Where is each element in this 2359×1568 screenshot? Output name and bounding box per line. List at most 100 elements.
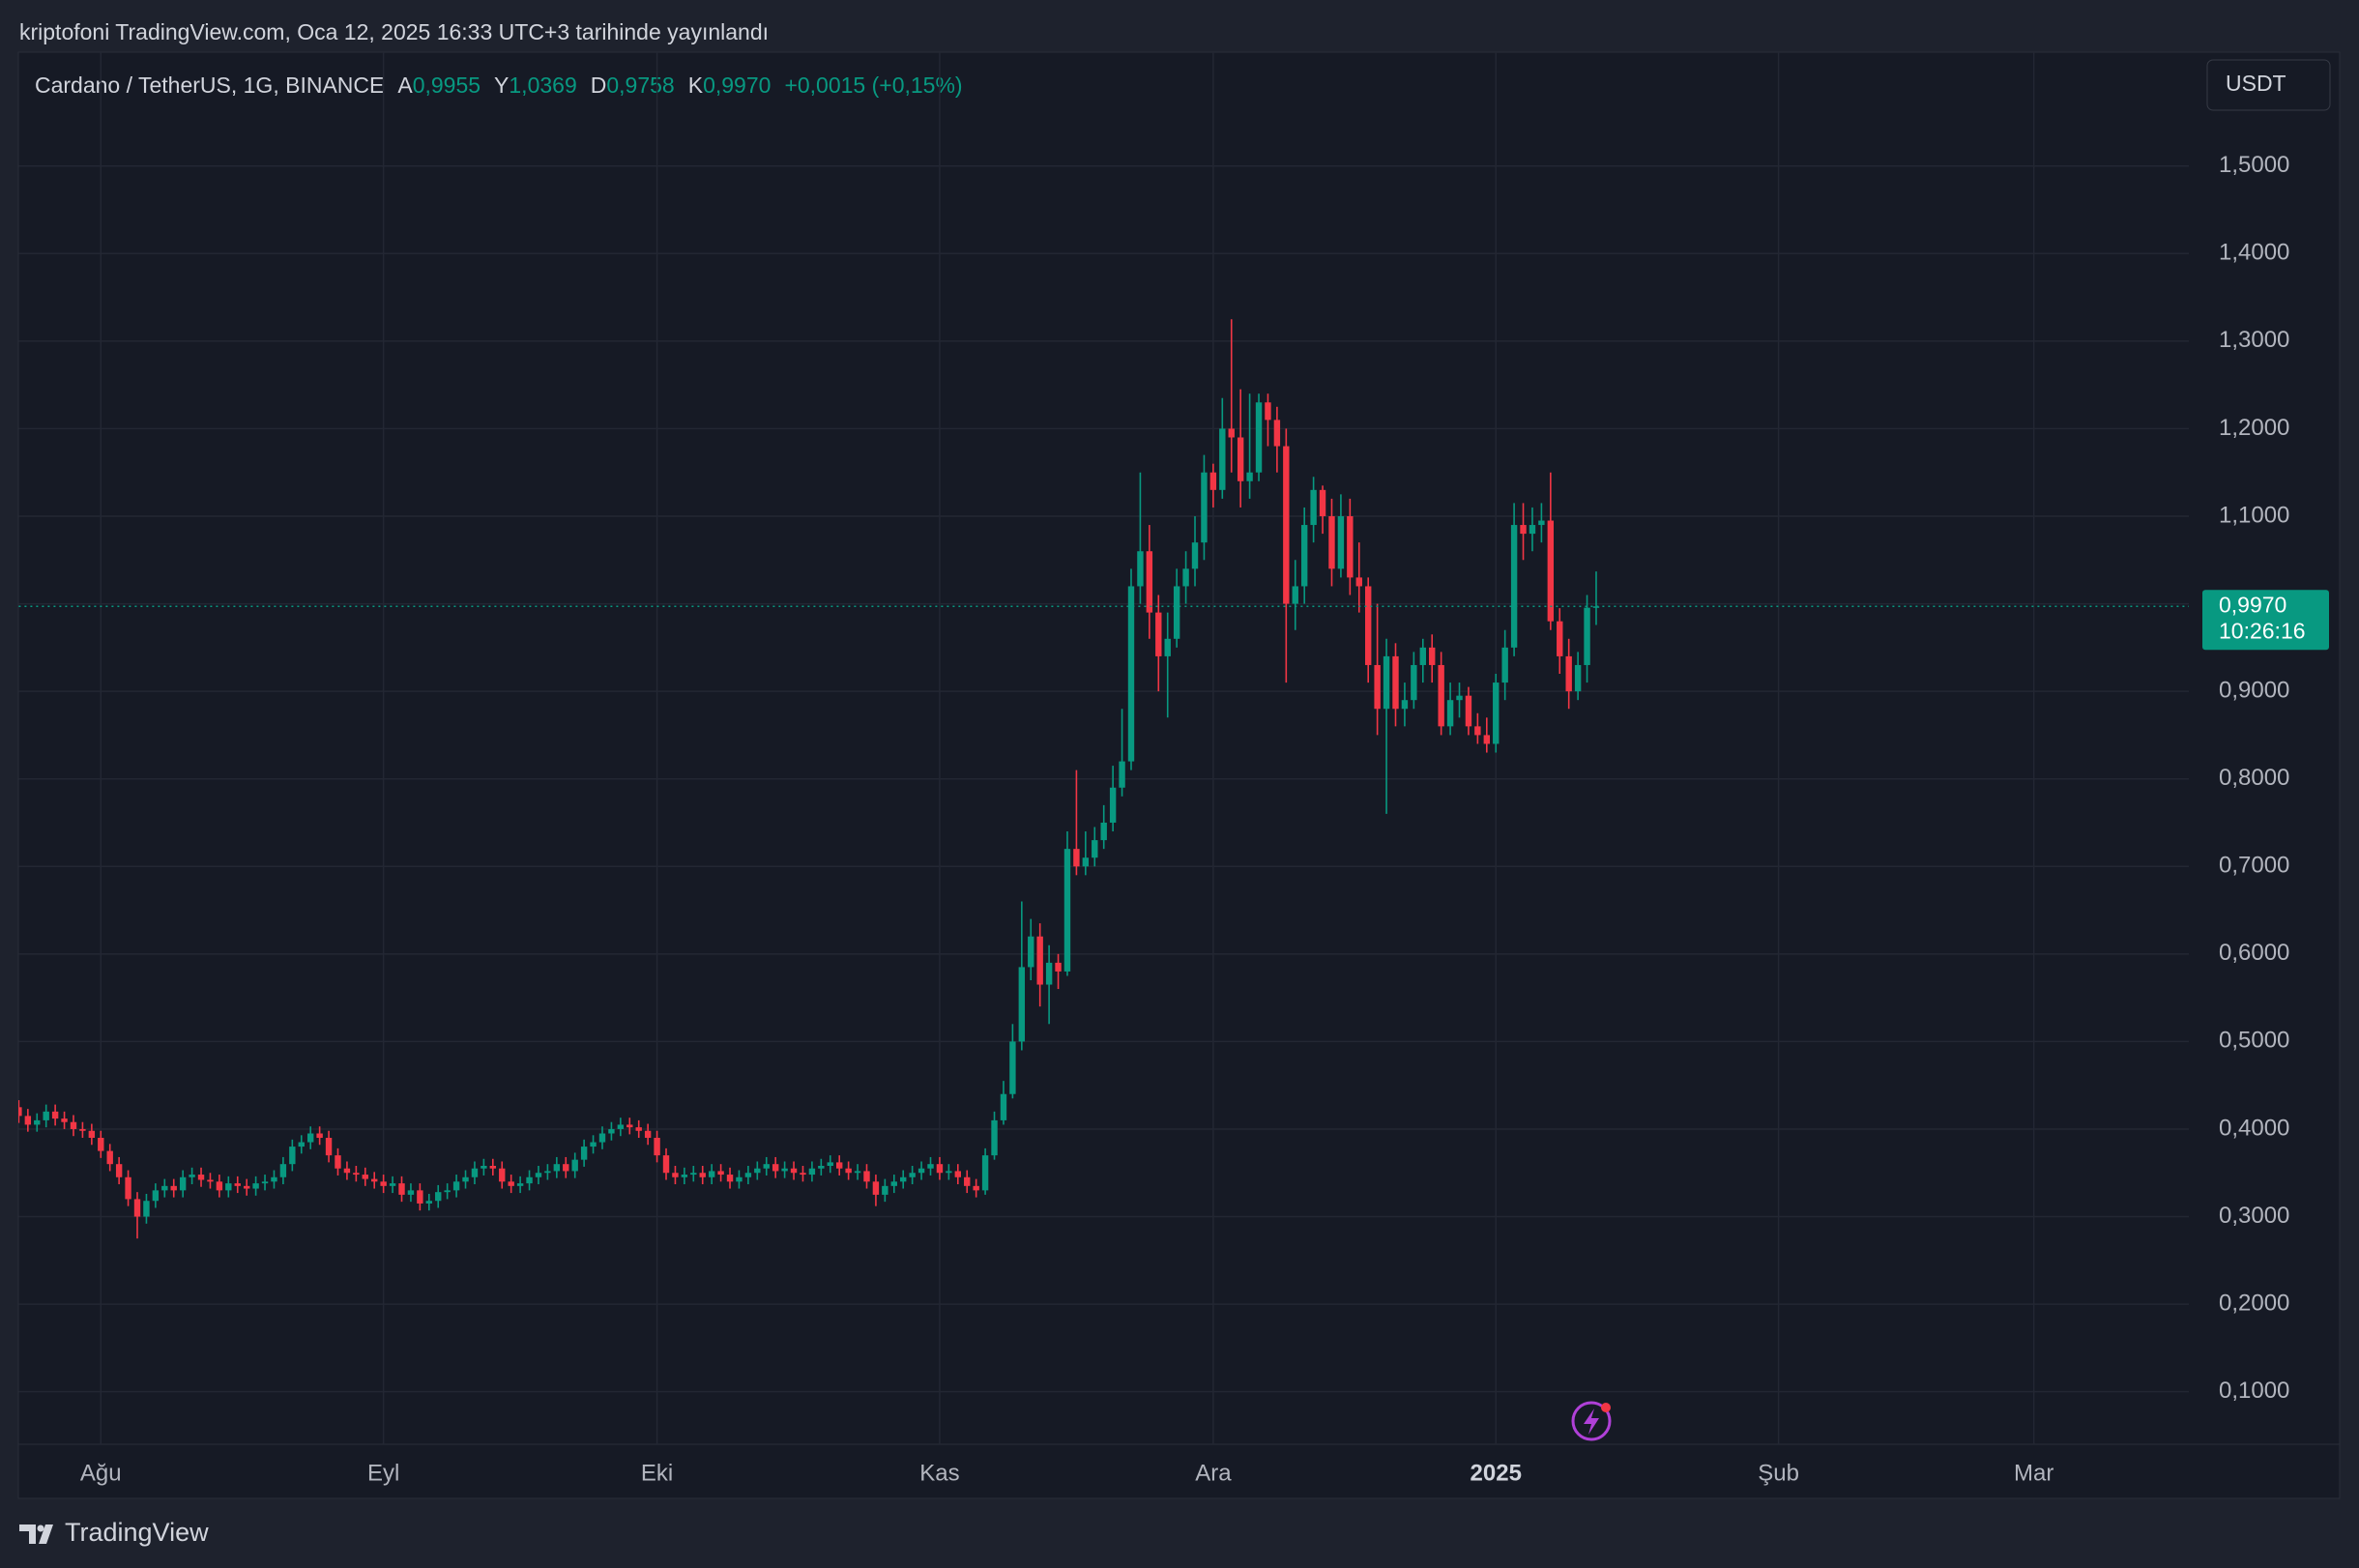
candle-body [88, 1130, 96, 1139]
legend-value: 0,9970 [703, 73, 771, 98]
published-note: kriptofoni TradingView.com, Oca 12, 2025… [19, 19, 769, 44]
symbol-legend: Cardano / TetherUS, 1G, BINANCE A0,9955 Y1… [35, 73, 963, 98]
candle-body [1292, 586, 1298, 604]
candle-body [1411, 664, 1417, 701]
candle-body [435, 1192, 442, 1202]
candle-body [1237, 437, 1244, 481]
candle-body [471, 1168, 479, 1177]
candle-body [79, 1128, 86, 1131]
candle-body [1374, 664, 1381, 710]
candle-body [61, 1118, 68, 1122]
brand-name: TradingView [65, 1518, 209, 1547]
currency-button[interactable] [2206, 59, 2331, 111]
candle-body [289, 1147, 296, 1165]
candle-body [662, 1155, 670, 1174]
candle-body [580, 1147, 588, 1160]
candle-body [34, 1119, 41, 1125]
candle-body [1429, 647, 1436, 665]
candle-body [1328, 516, 1335, 569]
candle-body [353, 1173, 360, 1176]
candle-body [1209, 472, 1217, 490]
candle-body [1000, 1093, 1007, 1120]
candle-body [417, 1190, 423, 1204]
candle-body [1246, 472, 1253, 481]
candle-body [1164, 638, 1171, 656]
candle-body [835, 1162, 843, 1169]
candle-body [1201, 472, 1208, 543]
candle-body [672, 1173, 679, 1177]
plot [18, 52, 2189, 1444]
candle-body [1100, 822, 1107, 841]
y-tick-label: 1,5000 [2219, 152, 2289, 178]
legend-value: 0,9955 [413, 73, 481, 98]
last-price-box [2202, 590, 2329, 651]
candle-body [1337, 516, 1345, 569]
candle-body [882, 1185, 888, 1195]
candle-body [161, 1185, 168, 1191]
candle-body [563, 1164, 569, 1172]
candle-body [489, 1166, 497, 1169]
candle-body [1073, 849, 1080, 867]
candle-body [1255, 402, 1263, 473]
candle-body [608, 1128, 615, 1134]
candle-body [1592, 606, 1600, 608]
y-tick-label: 0,5000 [2219, 1028, 2289, 1054]
candle-body [325, 1138, 333, 1156]
candle-body [954, 1171, 962, 1177]
candle-body [98, 1138, 104, 1151]
candle-body [1219, 428, 1226, 490]
candle-body [845, 1168, 852, 1174]
candle-body [18, 1107, 22, 1117]
candle-body [207, 1179, 214, 1182]
x-tick-label: Eki [641, 1460, 673, 1486]
symbol-name: Cardano / TetherUS, 1G, BINANCE [35, 73, 384, 98]
candle-body [508, 1181, 514, 1186]
candle-body [1520, 525, 1527, 535]
candle-body [1173, 586, 1180, 639]
candle-body [316, 1133, 323, 1139]
candle-body [499, 1168, 506, 1182]
candle-body [1119, 761, 1125, 788]
candle-body [43, 1111, 49, 1120]
candle-body [481, 1166, 487, 1169]
candle-body [407, 1190, 415, 1195]
candle-body [24, 1116, 32, 1125]
candle-body [1182, 568, 1189, 587]
candle-body [1401, 700, 1409, 710]
legend-value: 1,0369 [509, 73, 576, 98]
candle-body [1191, 542, 1199, 569]
candle-body [1063, 849, 1071, 972]
candle-body [271, 1176, 277, 1182]
candle-body [1055, 962, 1062, 972]
candle-body [1146, 551, 1153, 613]
candle-body [452, 1181, 460, 1191]
candle-body [1474, 726, 1481, 736]
candle-body [425, 1201, 432, 1204]
candle-body [1383, 655, 1390, 710]
candle-body [1584, 607, 1590, 665]
alert-icon[interactable] [1571, 1401, 1612, 1441]
candle-body [516, 1183, 524, 1186]
candle-body [444, 1190, 451, 1193]
x-tick-label: Şub [1758, 1460, 1799, 1486]
candle-body [1265, 402, 1271, 421]
candle-body [544, 1171, 551, 1174]
candle-body [571, 1159, 578, 1172]
candle-body [133, 1199, 141, 1217]
legend-key: A [397, 73, 413, 98]
candle-body [335, 1155, 341, 1169]
candle-body [598, 1133, 606, 1143]
candle-body [917, 1168, 925, 1174]
candle-body [125, 1176, 131, 1200]
candle-body [243, 1185, 250, 1189]
candle-body [1273, 420, 1281, 447]
candle-body [1501, 647, 1508, 683]
candle-body [808, 1168, 816, 1176]
brand-logo [19, 1524, 53, 1544]
candle-body [1347, 516, 1354, 578]
y-tick-label: 0,9000 [2219, 677, 2289, 703]
candle-body [1565, 655, 1572, 692]
candle-body [690, 1173, 697, 1176]
candle-body [553, 1164, 561, 1172]
candle-body [1392, 655, 1399, 710]
